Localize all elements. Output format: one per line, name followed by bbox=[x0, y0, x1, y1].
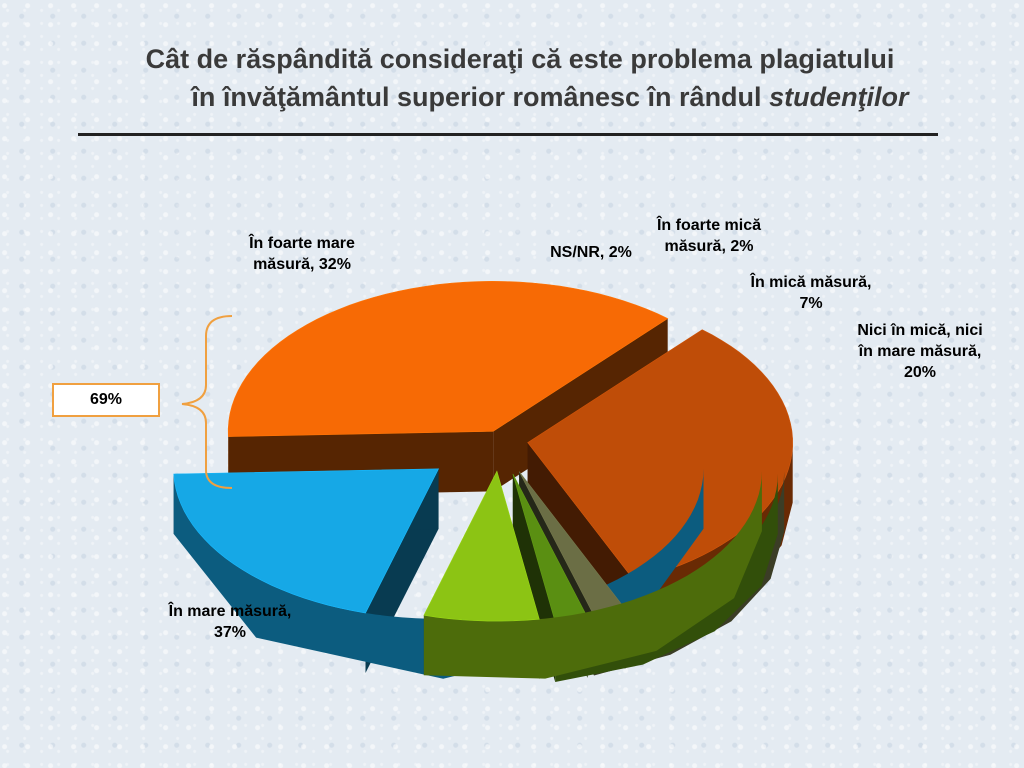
data-label-foarte-mare: În foarte mare măsură, 32% bbox=[222, 233, 382, 275]
data-label-mica-l1: În mică măsură, bbox=[750, 274, 872, 291]
data-label-mare-l2: 37% bbox=[213, 624, 247, 641]
data-label-nici-l1: Nici în mică, nici bbox=[857, 322, 983, 339]
pie-slice-4-top bbox=[423, 470, 540, 622]
pie-slices bbox=[173, 280, 793, 683]
data-label-mare-l1: În mare măsură, bbox=[168, 603, 292, 620]
data-label-mica: În mică măsură, 7% bbox=[726, 272, 896, 314]
pie-slice-1-top bbox=[527, 329, 793, 581]
title-emphasis: studenţilor bbox=[769, 82, 909, 112]
data-label-nici: Nici în mică, nici în mare măsură, 20% bbox=[836, 320, 1004, 383]
pie-slice-5-top bbox=[173, 468, 440, 614]
data-label-foarte-mica-l1: În foarte mică bbox=[656, 217, 762, 234]
pie-slice-4 bbox=[423, 470, 762, 680]
data-label-foarte-mica: În foarte mică măsură, 2% bbox=[634, 215, 784, 257]
data-label-nsnr: NS/NR, 2% bbox=[536, 242, 646, 263]
grouping-bracket bbox=[181, 315, 233, 489]
data-label-mica-l2: 7% bbox=[799, 295, 823, 312]
title-line-1: Cât de răspândită consideraţi că este pr… bbox=[145, 44, 895, 74]
title-line-2: în învăţământul superior românesc în rân… bbox=[60, 78, 980, 116]
data-label-mare: În mare măsură, 37% bbox=[140, 601, 320, 643]
pie-slice-0-top bbox=[227, 280, 669, 437]
chart-title: Cât de răspândită consideraţi că este pr… bbox=[60, 40, 980, 116]
title-underline bbox=[78, 133, 938, 136]
grouped-share-callout: 69% bbox=[52, 383, 160, 417]
data-label-nici-l3: 20% bbox=[903, 364, 937, 381]
data-label-foarte-mare-l2: măsură, 32% bbox=[253, 256, 351, 273]
pie-slice-4-rim-0 bbox=[423, 471, 762, 679]
title-line-2-text: în învăţământul superior românesc în rân… bbox=[191, 82, 770, 112]
data-label-nici-l2: în mare măsură, bbox=[858, 343, 982, 360]
data-label-foarte-mare-l1: În foarte mare bbox=[249, 235, 355, 252]
data-label-foarte-mica-l2: măsură, 2% bbox=[664, 238, 754, 255]
data-label-nsnr-l1: NS/NR, 2% bbox=[550, 244, 632, 261]
